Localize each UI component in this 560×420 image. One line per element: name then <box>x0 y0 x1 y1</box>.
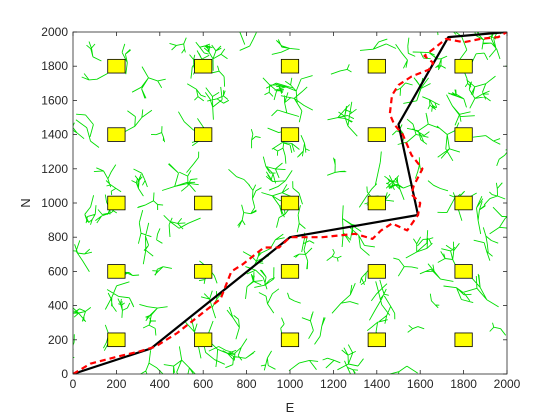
y-tick-label: 1600 <box>41 93 68 107</box>
obstacle-box <box>454 332 473 348</box>
x-tick-label: 1000 <box>277 377 304 391</box>
x-tick-label: 2000 <box>494 377 521 391</box>
x-tick-label: 200 <box>106 377 126 391</box>
y-tick-label: 1000 <box>41 196 68 210</box>
x-axis-label: E <box>286 400 295 415</box>
obstacle-box <box>367 195 386 211</box>
obstacle-box <box>194 264 213 279</box>
x-tick-label: 800 <box>237 377 257 391</box>
obstacle-box <box>107 332 126 348</box>
y-tick-label: 400 <box>48 299 68 313</box>
obstacles <box>107 58 473 348</box>
x-tick-label: 1800 <box>450 377 477 391</box>
obstacle-box <box>107 58 126 74</box>
obstacle-box <box>280 332 300 348</box>
y-axis-label: N <box>18 198 33 207</box>
y-tick-label: 1200 <box>41 162 68 176</box>
obstacle-box <box>454 195 473 211</box>
obstacle-box <box>454 264 473 279</box>
y-tick-label: 1800 <box>41 59 68 73</box>
x-tick-label: 0 <box>70 377 77 391</box>
y-tick-label: 2000 <box>41 25 68 39</box>
x-tick-label: 1600 <box>407 377 434 391</box>
obstacle-box <box>454 127 473 142</box>
obstacle-box <box>367 58 386 74</box>
obstacle-box <box>280 127 300 142</box>
obstacle-box <box>194 195 213 211</box>
x-tick-label: 1400 <box>363 377 390 391</box>
x-tick-label: 600 <box>193 377 213 391</box>
obstacle-box <box>194 332 213 348</box>
obstacle-box <box>194 58 213 74</box>
obstacle-box <box>194 127 213 142</box>
axis-ticks: 0 200 400 600 800 1000 1200 1400 1600 1800 2000 0 20… <box>41 25 520 391</box>
obstacle-box <box>280 58 300 74</box>
y-tick-label: 0 <box>61 367 68 381</box>
y-tick-label: 1400 <box>41 128 68 142</box>
y-tick-label: 200 <box>48 333 68 347</box>
dashed-path-line <box>73 32 507 374</box>
obstacle-box <box>107 127 126 142</box>
y-tick-label: 600 <box>48 264 68 278</box>
x-tick-label: 400 <box>150 377 170 391</box>
obstacle-box <box>280 264 300 279</box>
obstacle-box <box>367 332 386 348</box>
x-tick-label: 1200 <box>320 377 347 391</box>
obstacle-box <box>367 127 386 142</box>
obstacle-box <box>107 195 126 211</box>
path-series <box>73 32 507 374</box>
y-tick-label: 800 <box>48 230 68 244</box>
obstacle-box <box>454 58 473 74</box>
obstacle-box <box>107 264 126 279</box>
obstacle-box <box>367 264 386 279</box>
obstacle-box <box>280 195 300 211</box>
